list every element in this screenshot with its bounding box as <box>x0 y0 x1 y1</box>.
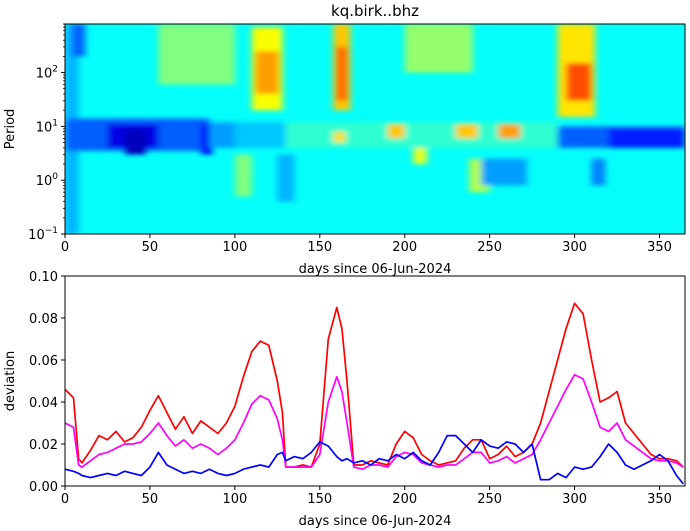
heatmap-cell <box>481 158 528 186</box>
heatmap-cell <box>591 158 606 186</box>
series-line <box>65 302 684 468</box>
heatmap-cell <box>234 122 286 148</box>
heatmap-cell <box>498 124 521 139</box>
y-tick-label: 10−1 <box>28 226 58 243</box>
heatmap-cell <box>234 154 252 197</box>
y-tick-label: 100 <box>36 172 59 189</box>
bottom-y-axis-label: deviation <box>3 351 18 411</box>
y-tick-label: 0.02 <box>29 438 58 453</box>
series-line <box>65 434 684 485</box>
bottom-x-axis-label: days since 06-Jun-2024 <box>299 514 452 529</box>
heatmap-cell <box>209 122 235 148</box>
heatmap-cell <box>124 128 147 155</box>
x-tick-label: 50 <box>142 240 159 255</box>
x-tick-label: 100 <box>222 240 247 255</box>
heatmap-cell <box>277 154 295 202</box>
heatmap-cell <box>413 147 427 164</box>
line-chart-frame <box>64 275 686 487</box>
x-tick-label: 50 <box>142 492 159 507</box>
deviation-panel: 0 50 100 150 200 250 300 350 0.00 0.02 0.04 0.06 0.… <box>3 270 686 529</box>
x-tick-label: 0 <box>61 240 69 255</box>
x-tick-label: 300 <box>562 492 587 507</box>
y-tick-label: 102 <box>36 65 58 82</box>
x-tick-label: 350 <box>647 240 672 255</box>
y-tick-label: 0.00 <box>29 480 58 495</box>
x-tick-label: 350 <box>647 492 672 507</box>
heatmap-cell <box>387 124 405 139</box>
y-tick-label: 0.08 <box>29 312 58 327</box>
heatmap-cell <box>455 124 478 139</box>
heatmap-cell <box>566 63 592 101</box>
y-tick-label: 0.10 <box>29 270 58 285</box>
x-tick-label: 0 <box>61 492 69 507</box>
x-tick-label: 250 <box>477 492 502 507</box>
y-tick-label: 101 <box>36 118 58 135</box>
heatmap-cell <box>333 131 346 143</box>
heatmap-cell <box>200 124 213 155</box>
x-tick-label: 100 <box>222 492 247 507</box>
top-y-axis-label: Period <box>3 109 18 150</box>
heatmap-cell <box>404 24 473 73</box>
x-tick-label: 200 <box>392 240 417 255</box>
y-tick-label: 0.06 <box>29 354 58 369</box>
heatmap-cell <box>255 51 280 94</box>
x-tick-label: 300 <box>562 240 587 255</box>
heatmap-cell <box>336 46 347 101</box>
chart-title: kq.birk..bhz <box>331 2 419 20</box>
heatmap-cell <box>158 24 235 85</box>
x-tick-label: 150 <box>307 492 332 507</box>
heatmap-cell <box>608 128 685 148</box>
spectrogram-panel: kq.birk..bhz 0 50 100 150 200 250 300 350 10−1 1… <box>3 2 686 277</box>
y-tick-label: 0.04 <box>29 396 58 411</box>
heatmap-cell <box>71 24 86 57</box>
x-tick-label: 200 <box>392 492 417 507</box>
series-line <box>65 373 684 471</box>
x-tick-label: 250 <box>477 240 502 255</box>
x-tick-label: 150 <box>307 240 332 255</box>
top-x-axis-label: days since 06-Jun-2024 <box>299 262 452 277</box>
